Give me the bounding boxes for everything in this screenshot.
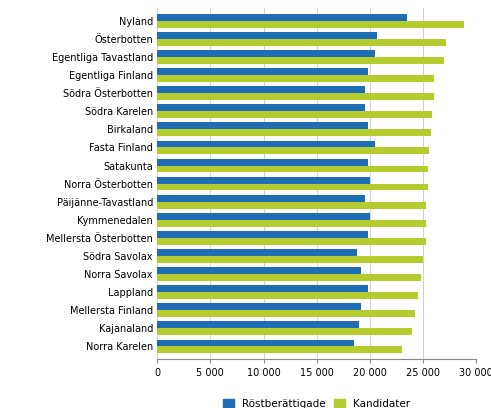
Bar xyxy=(157,231,368,238)
Bar xyxy=(157,75,434,82)
Bar xyxy=(157,195,364,202)
Bar xyxy=(157,238,426,245)
Bar xyxy=(157,249,357,256)
Bar xyxy=(157,111,432,118)
Bar xyxy=(157,322,359,328)
Bar xyxy=(157,303,361,310)
Bar xyxy=(157,166,428,173)
Bar xyxy=(157,147,430,154)
Bar xyxy=(157,159,368,166)
Bar xyxy=(157,220,426,227)
Bar xyxy=(157,39,446,46)
Bar xyxy=(157,285,368,292)
Bar xyxy=(157,50,375,57)
Bar xyxy=(157,292,418,299)
Bar xyxy=(157,86,364,93)
Bar xyxy=(157,346,402,353)
Bar xyxy=(157,21,464,28)
Bar xyxy=(157,274,421,281)
Bar xyxy=(157,122,368,129)
Bar xyxy=(157,328,412,335)
Bar xyxy=(157,104,364,111)
Bar xyxy=(157,213,370,220)
Bar xyxy=(157,339,354,346)
Bar xyxy=(157,129,431,136)
Bar xyxy=(157,177,370,184)
Bar xyxy=(157,202,426,208)
Bar xyxy=(157,267,361,274)
Legend: Röstberättigade, Kandidater: Röstberättigade, Kandidater xyxy=(220,396,413,408)
Bar xyxy=(157,32,377,39)
Bar xyxy=(157,57,444,64)
Bar xyxy=(157,93,434,100)
Bar xyxy=(157,14,407,21)
Bar xyxy=(157,140,375,147)
Bar xyxy=(157,310,414,317)
Bar xyxy=(157,184,428,191)
Bar xyxy=(157,256,423,263)
Bar xyxy=(157,68,368,75)
